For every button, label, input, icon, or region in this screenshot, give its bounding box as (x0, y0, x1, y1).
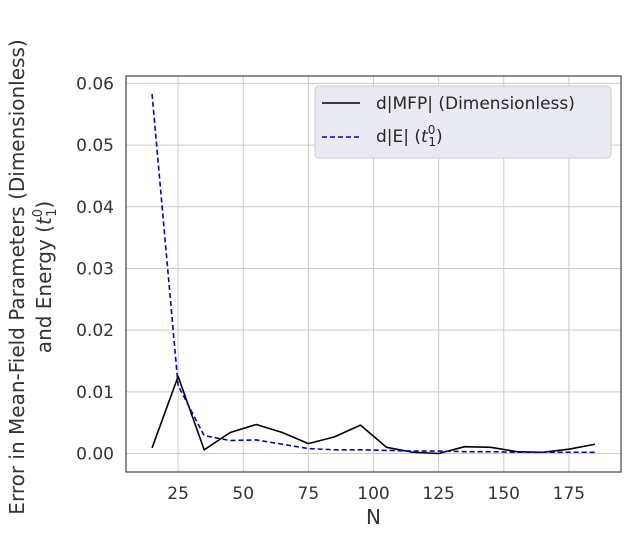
series-line-energy (151, 93, 595, 454)
plot-frame (125, 75, 622, 473)
series-layer (151, 93, 596, 455)
y-tick-label: 0.05 (76, 136, 114, 156)
legend-label-energy: d|E| (t0 1) (376, 123, 443, 149)
legend: d|MFP| (Dimensionless) d|E| (t0 1) (314, 85, 612, 159)
x-tick-label: 175 (553, 484, 585, 504)
x-tick-labels: 25 50 75 100 125 150 175 (167, 484, 585, 504)
y-tick-labels: 0.00 0.01 0.02 0.03 0.04 0.05 0.06 (76, 74, 114, 464)
legend-label-mfp: d|MFP| (Dimensionless) (376, 94, 575, 114)
y-tick-label: 0.02 (76, 321, 114, 341)
legend-box (314, 85, 612, 159)
x-axis-label: N (366, 505, 381, 529)
y-axis-label-line2: and Energy (t01) (31, 201, 60, 353)
y-tick-label: 0.00 (76, 444, 114, 464)
x-tick-label: 150 (488, 484, 520, 504)
y-tick-label: 0.01 (76, 383, 114, 403)
x-tick-label: 50 (232, 484, 254, 504)
y-axis-label-line1: Error in Mean-Field Parameters (Dimensio… (5, 39, 29, 514)
x-tick-label: 25 (167, 484, 189, 504)
y-tick-label: 0.04 (76, 198, 114, 218)
x-tick-label: 100 (357, 484, 389, 504)
y-tick-label: 0.06 (76, 74, 114, 94)
x-tick-label: 75 (298, 484, 320, 504)
y-tick-label: 0.03 (76, 259, 114, 279)
x-tick-label: 125 (422, 484, 454, 504)
